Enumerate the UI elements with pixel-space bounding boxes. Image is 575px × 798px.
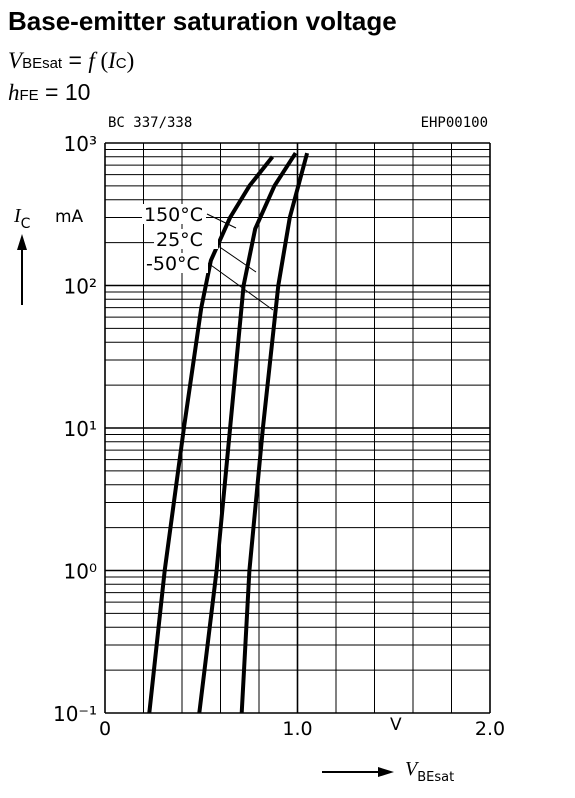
subtitle-part: I — [107, 48, 117, 73]
y-tick-label: 10⁻¹ — [53, 702, 97, 726]
y-arrow-head — [17, 234, 27, 250]
leader-line — [206, 213, 237, 229]
subtitle-part: BEsat — [22, 55, 63, 72]
y-unit: mA — [55, 207, 84, 227]
legend-label: 150°C — [144, 204, 203, 226]
plot-area: 10⁻¹ 10⁰ 10¹ 10² 10³ 0 1.0 2.0 — [53, 132, 505, 740]
subtitle-part: f — [88, 48, 98, 73]
x-axis-label: VBEsat — [405, 758, 454, 785]
condition: hFE = 10 — [8, 79, 90, 105]
series-line — [147, 155, 275, 714]
x-tick-label: 1.0 — [282, 718, 312, 740]
legend-bg — [142, 204, 206, 224]
annotation: BC 337/338 — [108, 115, 192, 131]
y-tick-label: 10³ — [64, 132, 97, 156]
subtitle-part: C — [116, 55, 127, 72]
legend: 150°C 25°C-50°C — [142, 204, 274, 311]
legend-bg — [154, 229, 218, 249]
y-axis-label: IC — [13, 205, 31, 232]
annotation: EHP00100 — [421, 115, 488, 131]
x-arrow-head — [378, 767, 394, 777]
subtitle-part: = — [62, 47, 88, 73]
subtitle-part: V — [8, 48, 25, 73]
condition-part: = 10 — [39, 79, 91, 105]
series-line — [197, 152, 298, 714]
y-tick-label: 10¹ — [64, 417, 97, 441]
y-label-part: I — [13, 205, 22, 227]
subtitle-part: ) — [127, 48, 135, 73]
x-unit: V — [390, 715, 402, 735]
legend-bg — [144, 253, 208, 273]
x-label-part: BEsat — [417, 770, 454, 785]
series-line — [239, 152, 310, 714]
y-tick-label: 10⁰ — [64, 560, 97, 584]
legend-label: -50°C — [146, 253, 200, 275]
condition-part: FE — [20, 87, 39, 104]
legend-label: 25°C — [156, 229, 203, 251]
chart-title: Base-emitter saturation voltage — [8, 6, 397, 36]
condition-part: h — [8, 80, 20, 105]
leader-line — [207, 262, 274, 311]
subtitle-part: ( — [95, 48, 108, 73]
x-tick-label: 0 — [99, 718, 111, 740]
y-label-part: C — [21, 216, 31, 232]
y-tick-label: 10² — [64, 275, 97, 299]
x-label-part: V — [405, 758, 420, 780]
x-tick-label: 2.0 — [475, 718, 505, 740]
subtitle: VBEsat = f (IC) — [8, 47, 134, 73]
